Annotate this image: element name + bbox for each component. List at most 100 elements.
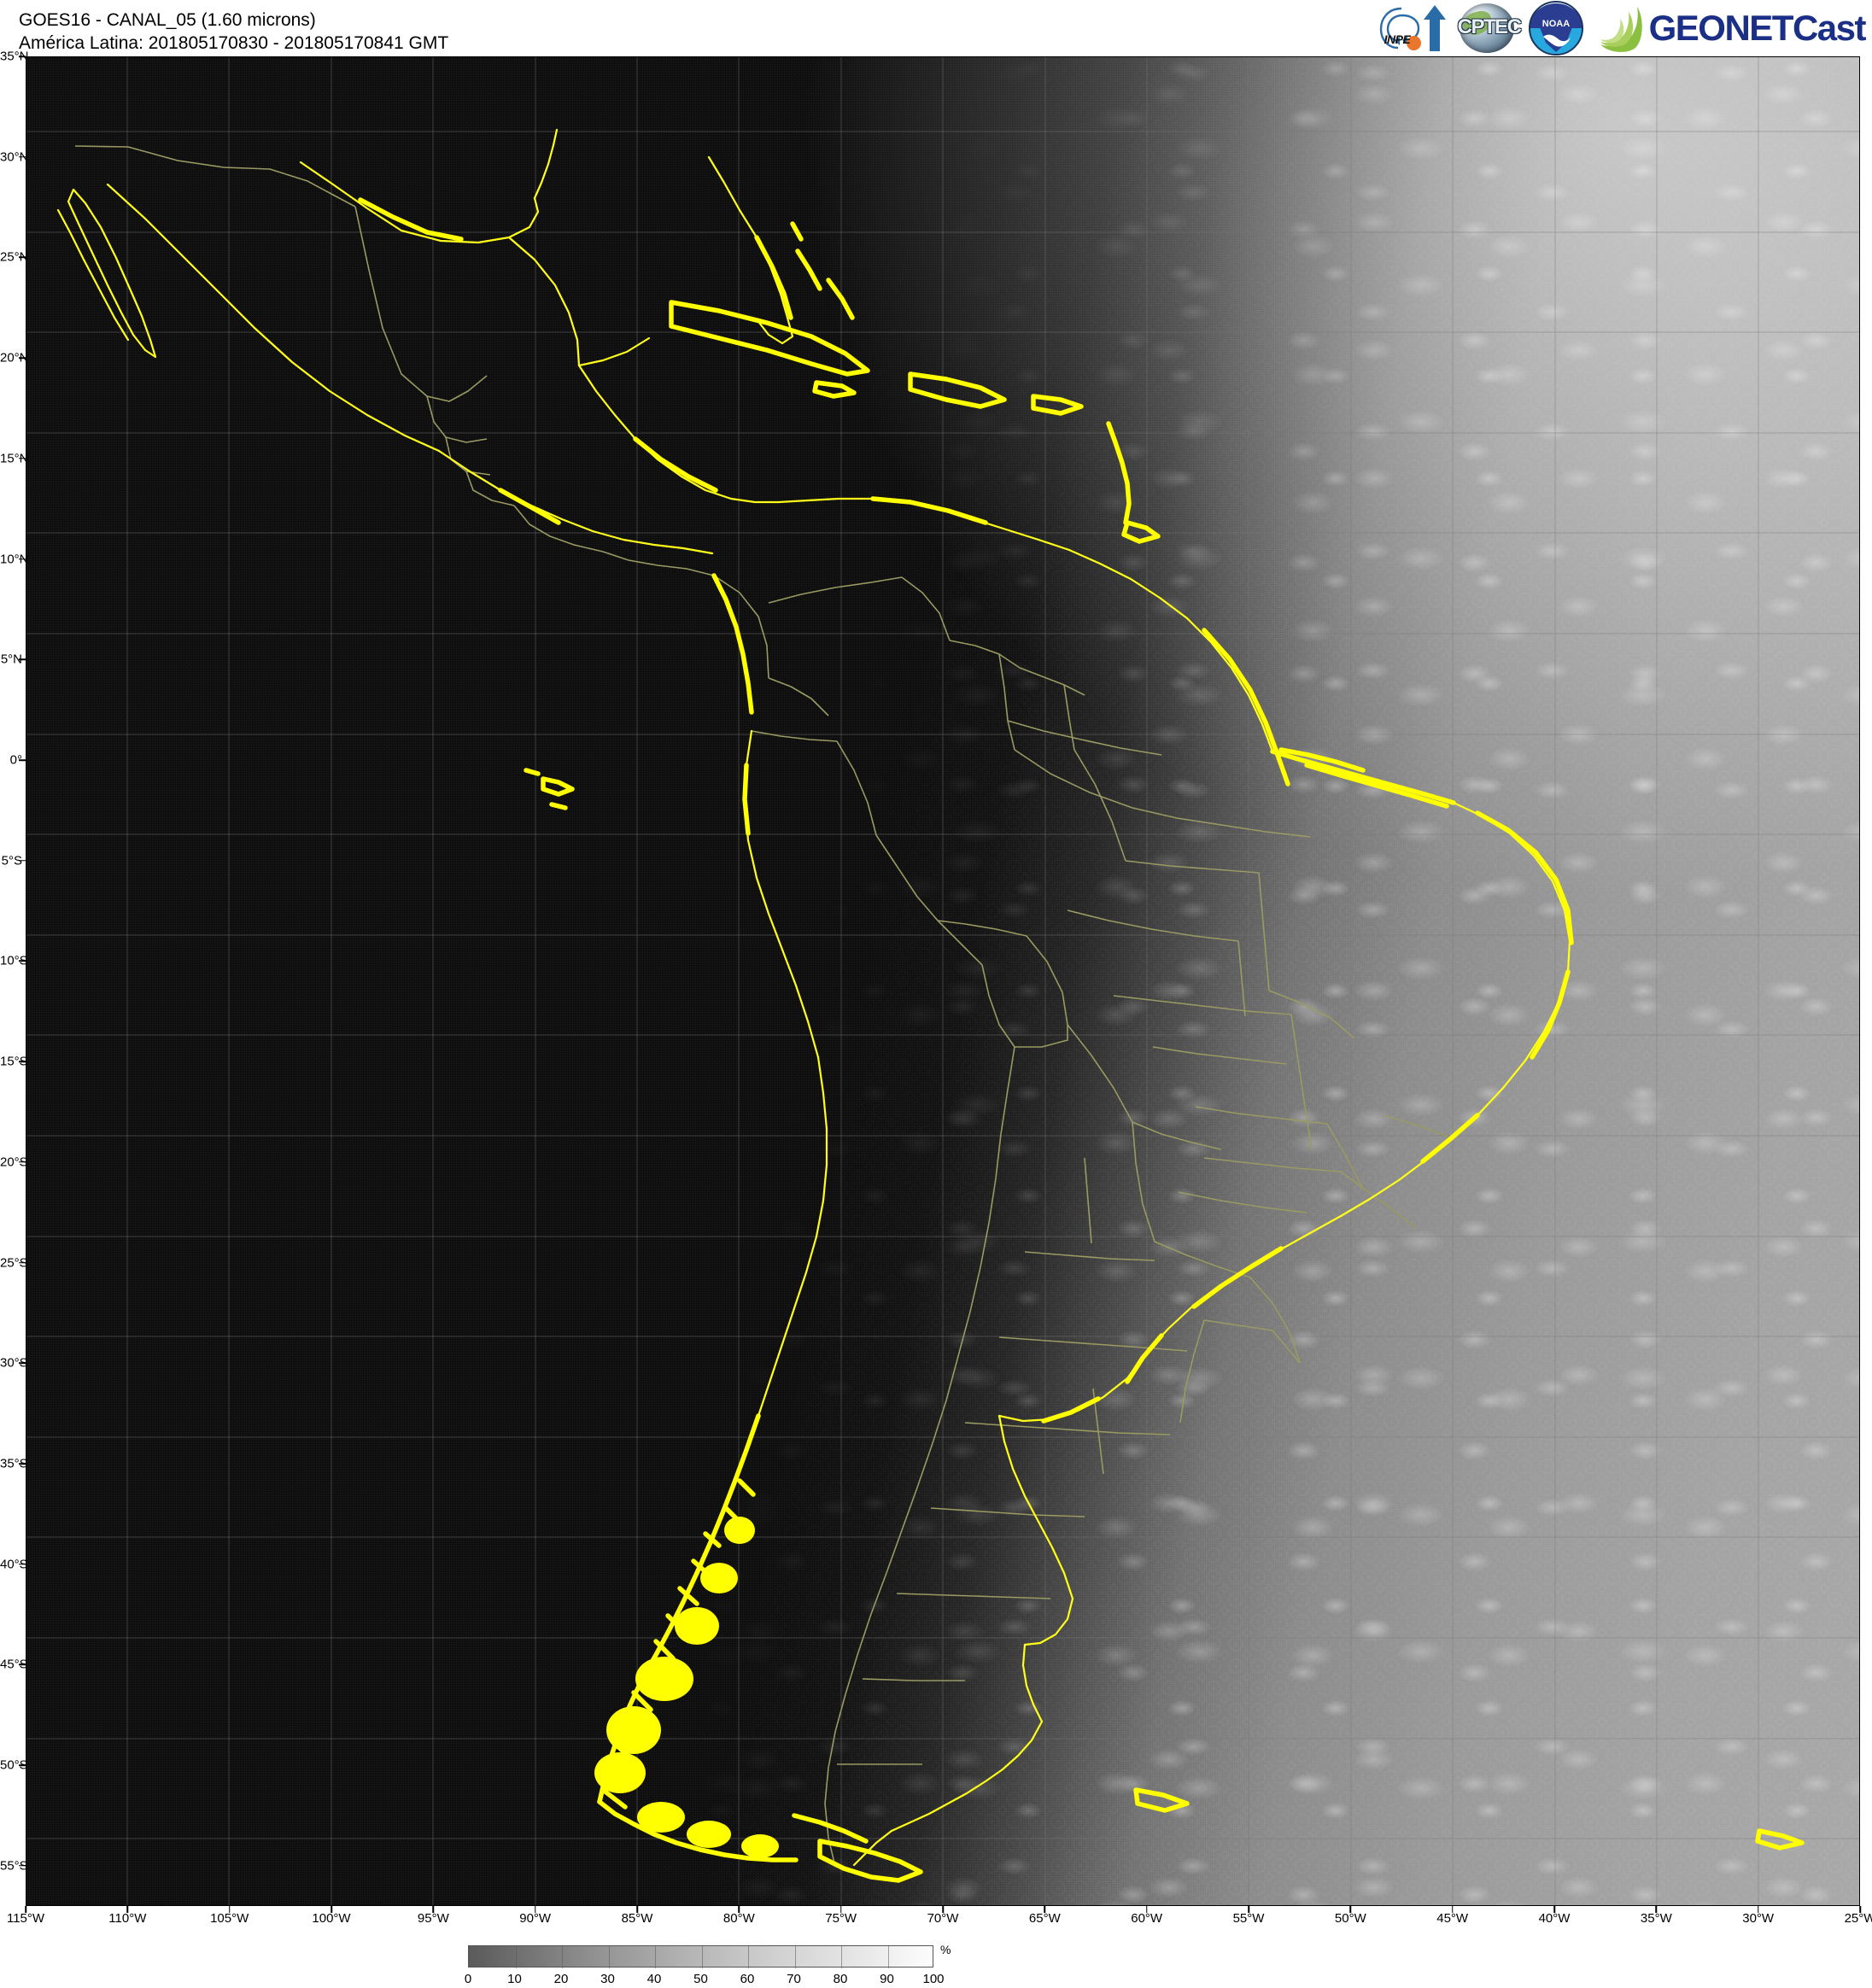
- lon-tick-label: 35°W: [1640, 1911, 1672, 1926]
- lat-tick-label: 35°N: [0, 49, 29, 64]
- geonetcast-wordmark: GEONETCast: [1648, 8, 1867, 48]
- lon-tick-label: 90°W: [519, 1911, 552, 1926]
- patagonia-glint-blobs: [594, 1517, 779, 1858]
- colorbar-tick: [655, 1946, 656, 1968]
- lat-tick-mark: [19, 1261, 26, 1264]
- lat-tick-label: 35°S: [0, 1456, 28, 1471]
- title-block: GOES16 - CANAL_05 (1.60 microns) América…: [19, 9, 448, 55]
- lon-tick-mark: [1451, 1906, 1454, 1913]
- page-title: GOES16 - CANAL_05 (1.60 microns): [19, 10, 316, 30]
- lat-tick-mark: [19, 1362, 26, 1365]
- lon-tick-label: 25°W: [1844, 1911, 1872, 1926]
- colorbar-tick: [794, 1946, 796, 1968]
- lon-tick-mark: [126, 1906, 129, 1913]
- satellite-map[interactable]: [26, 56, 1860, 1906]
- lon-tick-label: 70°W: [927, 1911, 959, 1926]
- lat-tick-mark: [19, 458, 26, 459]
- lon-tick-label: 65°W: [1028, 1911, 1061, 1926]
- lat-tick-label: 5°S: [1, 853, 22, 868]
- colorbar-tick: [701, 1946, 703, 1968]
- geonetcast-logo: GEONETCast: [1594, 2, 1867, 55]
- lon-tick-label: 60°W: [1131, 1911, 1163, 1926]
- colorbar-tick-label: 20: [553, 1972, 569, 1986]
- colorbar-tick-label: 60: [740, 1972, 755, 1986]
- lon-tick-mark: [1349, 1906, 1352, 1913]
- inpe-logo: INPE: [1378, 2, 1449, 55]
- lat-tick-mark: [19, 357, 26, 359]
- geonetcast-leaf-icon: [1600, 7, 1642, 52]
- colorbar-tick-label: 80: [833, 1972, 848, 1986]
- lon-tick-label: 95°W: [417, 1911, 449, 1926]
- lat-tick-mark: [19, 1161, 26, 1163]
- lat-tick-label: 55°S: [0, 1858, 28, 1874]
- cptec-globe-icon: [1459, 3, 1514, 53]
- coastlines: [56, 128, 1805, 1883]
- lat-tick-label: 50°S: [0, 1757, 28, 1773]
- colorbar-tick-label: 40: [646, 1972, 662, 1986]
- colorbar-tick: [841, 1946, 842, 1968]
- lon-tick-label: 115°W: [6, 1911, 45, 1926]
- lon-tick-mark: [1044, 1906, 1046, 1913]
- graticule: [26, 56, 1860, 1906]
- noaa-logo: NOAA: [1526, 1, 1586, 56]
- lat-tick-mark: [19, 1764, 26, 1766]
- colorbar-tick: [748, 1946, 749, 1968]
- lon-tick-mark: [228, 1906, 231, 1913]
- lat-tick-mark: [19, 1463, 26, 1465]
- colorbar-tick-label: 90: [880, 1972, 894, 1986]
- cptec-logo: CPTEC: [1457, 2, 1522, 55]
- lat-tick-mark: [19, 759, 26, 761]
- inpe-wordmark: INPE: [1384, 32, 1411, 46]
- lon-tick-label: 105°W: [210, 1911, 249, 1926]
- lon-tick-mark: [1248, 1906, 1249, 1913]
- header: GOES16 - CANAL_05 (1.60 microns) América…: [0, 0, 1872, 56]
- colorbar-tick: [608, 1946, 610, 1968]
- lat-tick-label: 20°S: [0, 1155, 28, 1170]
- lon-tick-label: 85°W: [621, 1911, 653, 1926]
- lon-tick-label: 50°W: [1334, 1911, 1366, 1926]
- inpe-dot-icon: [1406, 36, 1421, 50]
- lat-tick-mark: [19, 256, 26, 259]
- lat-tick-mark: [19, 56, 26, 57]
- lat-tick-mark: [19, 1865, 26, 1867]
- lat-tick-mark: [19, 1663, 26, 1666]
- lat-tick-label: 40°S: [0, 1557, 28, 1572]
- colorbar-tick: [562, 1946, 563, 1968]
- satellite-raster: [26, 56, 1860, 1906]
- lon-tick-mark: [1553, 1906, 1555, 1913]
- lon-tick-mark: [636, 1906, 638, 1913]
- noaa-seal-icon: NOAA: [1528, 1, 1583, 56]
- colorbar-tick: [515, 1946, 517, 1968]
- colorbar-tick-label: 30: [600, 1972, 615, 1986]
- lon-tick-label: 75°W: [825, 1911, 857, 1926]
- lon-tick-mark: [1655, 1906, 1658, 1913]
- lat-tick-mark: [19, 859, 26, 862]
- lat-tick-label: 25°S: [0, 1255, 28, 1271]
- colorbar-tick-label: 70: [787, 1972, 801, 1986]
- lat-tick-label: 10°N: [0, 552, 29, 567]
- cptec-wordmark: CPTEC: [1457, 15, 1522, 38]
- inpe-swirl-icon: [1379, 7, 1419, 50]
- colorbar-ramp: [469, 1946, 933, 1967]
- lat-tick-label: 45°S: [0, 1657, 28, 1672]
- lat-tick-label: 30°N: [0, 149, 29, 165]
- colorbar-tick-label: 0: [464, 1972, 472, 1986]
- lat-tick-label: 5°N: [0, 652, 22, 667]
- lat-tick-mark: [19, 1061, 26, 1062]
- lon-tick-label: 100°W: [312, 1911, 351, 1926]
- lon-tick-label: 45°W: [1436, 1911, 1469, 1926]
- lat-tick-label: 0°: [9, 752, 22, 768]
- lon-tick-mark: [534, 1906, 536, 1913]
- lat-tick-mark: [19, 658, 26, 661]
- lon-tick-mark: [1757, 1906, 1759, 1913]
- lat-tick-label: 20°N: [0, 350, 29, 365]
- lat-tick-label: 30°S: [0, 1355, 28, 1371]
- lat-tick-mark: [19, 960, 26, 962]
- colorbar-tick-label: 50: [693, 1972, 708, 1986]
- lat-tick-label: 25°N: [0, 249, 29, 265]
- lon-tick-mark: [1859, 1906, 1861, 1913]
- colorbar[interactable]: % 0 10 20 30 40 50 60 70 80 90 100: [464, 1943, 951, 1988]
- lat-tick-mark: [19, 558, 26, 560]
- lon-tick-mark: [942, 1906, 944, 1913]
